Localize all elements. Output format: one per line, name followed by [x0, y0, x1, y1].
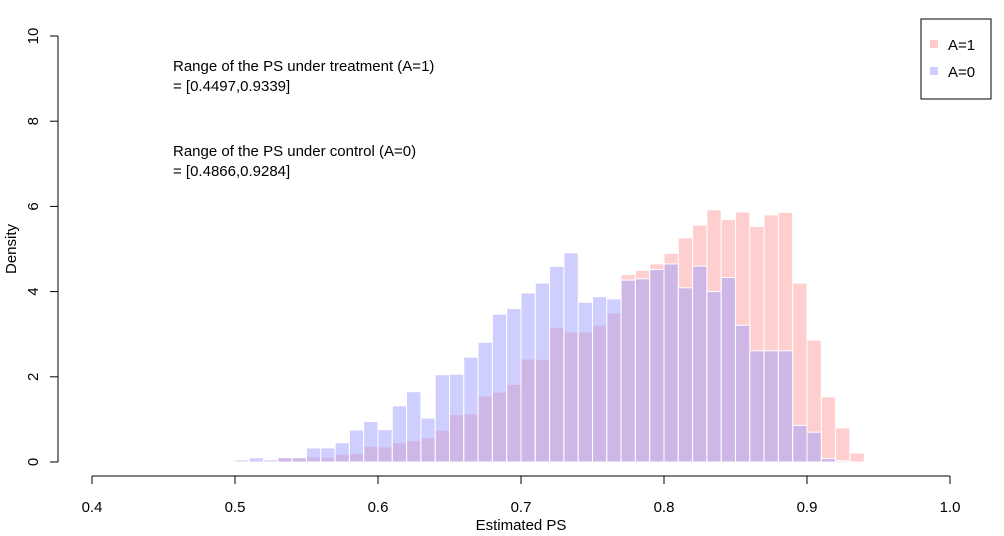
bar-a0-17 — [449, 373, 465, 463]
x-tick-label-0: 0.4 — [82, 499, 103, 516]
bar-a0-2 — [234, 459, 250, 463]
x-axis-label: Estimated PS — [476, 517, 567, 534]
bar-a0-8 — [320, 447, 336, 463]
bar-a0-19 — [477, 341, 493, 463]
annotation-control-line-1: Range of the PS under control (A=0) — [173, 143, 416, 160]
bar-a0-18 — [463, 356, 479, 463]
bar-a1-43 — [820, 396, 837, 463]
bar-a0-40 — [777, 350, 794, 463]
bar-a0-9 — [334, 442, 350, 463]
annotation-control: Range of the PS under control (A=0) = [0… — [173, 143, 416, 180]
bar-a0-10 — [348, 429, 365, 463]
annotation-treatment-line-2: = [0.4497,0.9339] — [173, 78, 290, 95]
bar-a0-35 — [706, 291, 722, 463]
bar-a0-22 — [520, 292, 536, 463]
bar-a0-7 — [306, 447, 322, 463]
bar-a0-34 — [692, 265, 708, 463]
x-axis-ticks: 0.4 0.5 0.6 0.7 0.8 0.9 1.0 — [82, 476, 961, 516]
legend-label-a0: A=0 — [948, 64, 975, 81]
bar-a0-28 — [606, 298, 622, 463]
bar-a0-24 — [549, 265, 565, 463]
bar-a0-21 — [506, 308, 522, 463]
bar-a0-37 — [735, 324, 751, 463]
annotation-treatment: Range of the PS under treatment (A=1) = … — [173, 58, 434, 95]
bar-a1-44 — [835, 427, 851, 463]
y-tick-label-3: 6 — [25, 202, 42, 210]
y-tick-label-5: 10 — [25, 28, 42, 45]
bar-a0-23 — [534, 282, 551, 463]
legend-box — [920, 18, 992, 100]
bar-a0-25 — [563, 252, 579, 463]
bar-a0-32 — [663, 263, 679, 463]
y-tick-label-1: 2 — [25, 373, 42, 381]
y-tick-label-4: 8 — [25, 117, 42, 125]
legend: A=1 A=0 — [920, 18, 992, 100]
bar-a0-4 — [263, 459, 279, 463]
y-axis-ticks: 0 2 4 6 8 10 — [25, 28, 58, 466]
bars-series-a0 — [234, 252, 851, 463]
x-tick-label-3: 0.7 — [511, 499, 532, 516]
x-tick-label-1: 0.5 — [225, 499, 246, 516]
bar-a0-5 — [277, 457, 293, 463]
x-tick-label-5: 0.9 — [797, 499, 818, 516]
bar-a0-43 — [820, 458, 837, 463]
bar-a0-14 — [406, 391, 422, 463]
bar-a0-42 — [806, 431, 822, 463]
bar-a0-38 — [749, 350, 765, 463]
bar-a0-36 — [720, 277, 737, 463]
bar-a0-33 — [677, 287, 694, 463]
x-tick-label-2: 0.6 — [368, 499, 389, 516]
y-tick-label-2: 4 — [25, 287, 42, 295]
legend-label-a1: A=1 — [948, 37, 975, 54]
x-tick-label-4: 0.8 — [654, 499, 675, 516]
bar-a0-15 — [420, 417, 436, 463]
bar-a0-41 — [792, 424, 808, 463]
bar-a0-20 — [491, 313, 508, 463]
bar-a0-3 — [248, 457, 265, 463]
legend-swatch-a1 — [930, 40, 938, 48]
y-tick-label-0: 0 — [25, 458, 42, 466]
bar-a0-26 — [577, 301, 594, 463]
bar-a0-16 — [434, 374, 451, 463]
bar-a1-45 — [849, 452, 865, 463]
bar-a0-13 — [391, 405, 408, 463]
bar-a0-31 — [649, 268, 665, 463]
x-tick-label-6: 1.0 — [940, 499, 961, 516]
annotation-control-line-2: = [0.4866,0.9284] — [173, 163, 290, 180]
annotation-treatment-line-1: Range of the PS under treatment (A=1) — [173, 58, 434, 75]
bar-a0-6 — [291, 457, 308, 463]
bar-a0-27 — [592, 296, 608, 463]
bar-a0-11 — [363, 421, 379, 463]
bar-a0-44 — [835, 460, 851, 463]
legend-swatch-a0 — [930, 67, 938, 75]
bar-a0-12 — [377, 429, 393, 463]
y-axis-label: Density — [3, 223, 20, 274]
bar-a0-29 — [620, 279, 636, 463]
bar-a0-39 — [763, 350, 779, 463]
bar-a0-30 — [634, 278, 651, 463]
